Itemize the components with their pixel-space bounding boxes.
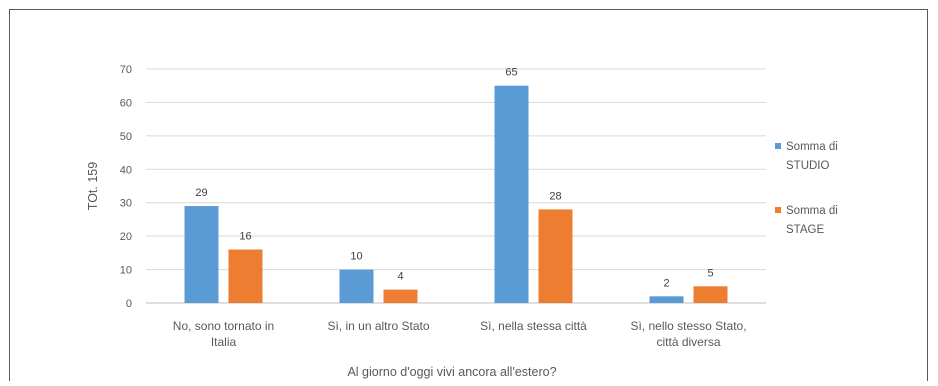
- bar: [339, 269, 374, 303]
- legend-label: STAGE: [786, 224, 824, 236]
- legend: Somma di STUDIO Somma di STAGE: [775, 141, 838, 236]
- data-label: 16: [239, 231, 251, 243]
- category-label: Sì, nello stesso Stato,: [630, 319, 746, 333]
- y-axis-title: TOt. 159: [86, 162, 100, 210]
- data-label: 5: [707, 267, 713, 279]
- data-label: 4: [397, 271, 403, 283]
- data-label: 28: [549, 190, 561, 202]
- y-tick-label: 10: [120, 265, 132, 277]
- legend-label: Somma di: [786, 141, 838, 153]
- bar: [383, 289, 418, 303]
- category-label: Sì, in un altro Stato: [327, 319, 429, 333]
- bar: [494, 85, 529, 303]
- y-tick-label: 50: [120, 131, 132, 143]
- bar: [184, 206, 219, 303]
- legend-label: STUDIO: [786, 160, 830, 172]
- legend-label: Somma di: [786, 205, 838, 217]
- category-label: Italia: [211, 335, 237, 349]
- y-tick-label: 20: [120, 231, 132, 243]
- x-axis-title: Al giorno d'oggi vivi ancora all'estero?: [347, 365, 556, 379]
- y-axis-ticks: 0 10 20 30 40 50 60 70: [120, 64, 132, 310]
- data-label: 29: [195, 187, 207, 199]
- data-label: 10: [350, 251, 362, 263]
- bar: [228, 249, 263, 303]
- y-tick-label: 60: [120, 97, 132, 109]
- bar: [538, 209, 573, 303]
- y-tick-label: 0: [126, 298, 132, 310]
- data-label: 2: [663, 277, 669, 289]
- legend-swatch: [775, 207, 781, 213]
- category-label: Sì, nella stessa città: [480, 319, 587, 333]
- y-tick-label: 70: [120, 64, 132, 76]
- bar: [649, 296, 684, 303]
- data-label: 65: [505, 67, 517, 79]
- category-label: città diversa: [656, 335, 720, 349]
- data-labels: 29 16 10 4 65 28 2 5: [195, 67, 713, 290]
- x-axis-categories: No, sono tornato in Italia Sì, in un altro…: [173, 319, 747, 349]
- chart-frame: [9, 9, 928, 381]
- y-tick-label: 30: [120, 198, 132, 210]
- category-label: No, sono tornato in: [173, 319, 274, 333]
- legend-swatch: [775, 143, 781, 149]
- bar: [693, 286, 728, 303]
- bars: [184, 85, 728, 303]
- y-tick-label: 40: [120, 164, 132, 176]
